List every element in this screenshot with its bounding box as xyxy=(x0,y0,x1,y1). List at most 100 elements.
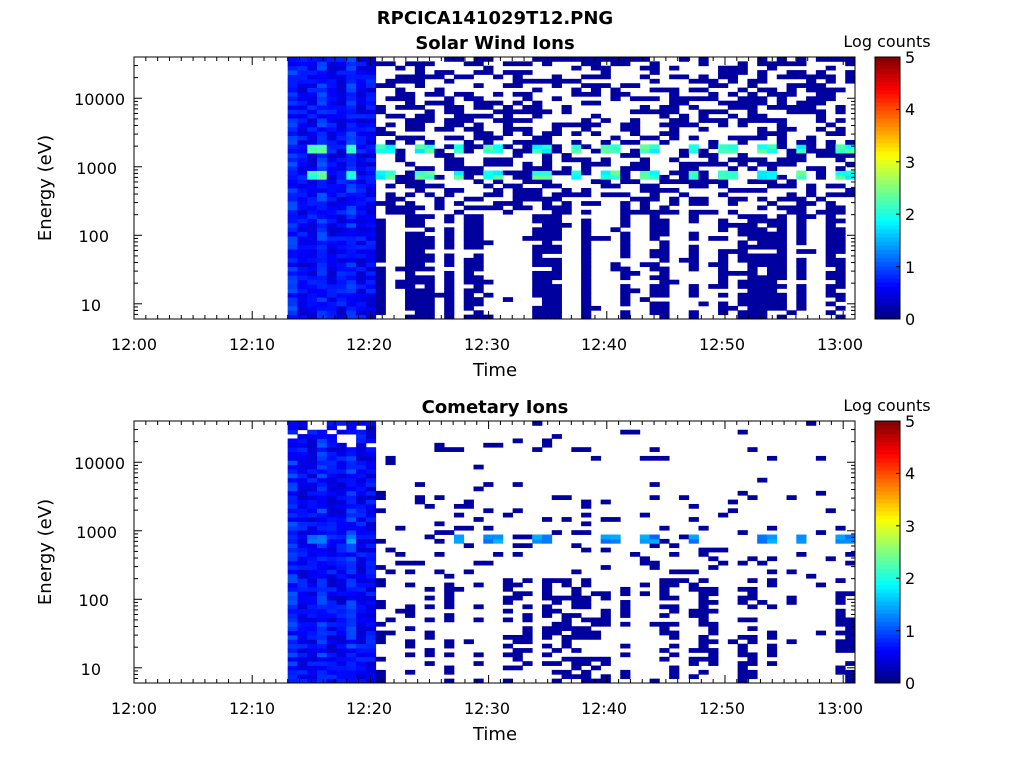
heatmap-cell xyxy=(336,656,347,662)
heatmap-cell xyxy=(551,218,562,224)
heatmap-cell xyxy=(532,447,543,452)
heatmap-cell xyxy=(639,144,650,150)
heatmap-cell xyxy=(649,495,660,500)
heatmap-cell xyxy=(786,310,797,316)
heatmap-cell xyxy=(297,451,308,457)
heatmap-cell xyxy=(297,218,308,224)
heatmap-cell xyxy=(610,266,621,272)
heatmap-cell xyxy=(287,240,298,246)
heatmap-cell xyxy=(688,310,699,316)
heatmap-cell xyxy=(375,240,386,246)
heatmap-cell xyxy=(845,144,856,150)
heatmap-cell xyxy=(365,214,377,219)
heatmap-cell xyxy=(845,538,856,544)
heatmap-cell xyxy=(307,503,318,509)
heatmap-cell xyxy=(326,148,337,154)
heatmap-cell xyxy=(747,100,758,106)
heatmap-cell xyxy=(590,179,602,185)
heatmap-cell xyxy=(444,600,455,605)
colorbar-segment xyxy=(875,478,900,483)
heatmap-cell xyxy=(483,170,494,176)
heatmap-cell xyxy=(297,91,308,97)
heatmap-cell xyxy=(356,473,367,479)
heatmap-cell xyxy=(620,222,631,228)
heatmap-cell xyxy=(825,275,836,281)
heatmap-cell xyxy=(326,74,337,80)
heatmap-cell xyxy=(424,617,435,623)
heatmap-cell xyxy=(610,183,621,189)
heatmap-cell xyxy=(336,565,347,570)
heatmap-cell xyxy=(659,626,670,631)
heatmap-cell xyxy=(718,148,729,154)
heatmap-cell xyxy=(365,425,377,431)
heatmap-cell xyxy=(336,634,347,640)
heatmap-cell xyxy=(473,617,484,623)
heatmap-cell xyxy=(346,284,357,289)
heatmap-cell xyxy=(747,578,758,583)
heatmap-cell xyxy=(287,222,298,228)
heatmap-cell xyxy=(541,148,553,154)
heatmap-cell xyxy=(365,477,377,483)
heatmap-cell xyxy=(639,188,650,193)
heatmap-cell xyxy=(561,153,572,158)
heatmap-cell xyxy=(336,266,347,272)
heatmap-cell xyxy=(796,205,807,211)
heatmap-cell xyxy=(561,201,572,206)
heatmap-cell xyxy=(532,310,543,316)
heatmap-cell xyxy=(326,604,337,610)
heatmap-cell xyxy=(317,83,328,88)
heatmap-cell xyxy=(405,183,416,189)
heatmap-cell xyxy=(346,547,357,553)
heatmap-cell xyxy=(659,244,670,250)
heatmap-cell xyxy=(297,153,308,158)
heatmap-cell xyxy=(806,100,817,106)
heatmap-cell xyxy=(581,582,592,588)
colorbar-segment xyxy=(875,580,900,586)
colorbar-segment xyxy=(875,425,900,430)
heatmap-cell xyxy=(346,65,357,71)
colorbar-tick-label: 4 xyxy=(905,100,915,119)
colorbar-segment xyxy=(875,188,900,193)
heatmap-cell xyxy=(356,244,367,250)
x-tick-label: 13:00 xyxy=(817,699,863,718)
heatmap-cell xyxy=(590,122,602,128)
heatmap-cell xyxy=(326,608,337,614)
heatmap-cell xyxy=(307,170,318,176)
heatmap-cell xyxy=(835,525,846,531)
heatmap-cell xyxy=(307,183,318,189)
heatmap-cell xyxy=(287,310,298,316)
heatmap-cell xyxy=(541,161,553,167)
colorbar-segment xyxy=(875,130,900,136)
heatmap-cell xyxy=(610,135,621,141)
heatmap-cell xyxy=(708,600,719,605)
heatmap-cell xyxy=(414,560,425,566)
heatmap-cell xyxy=(649,253,660,259)
heatmap-cell xyxy=(659,630,670,636)
heatmap-cell xyxy=(287,508,298,514)
heatmap-cell xyxy=(776,183,787,189)
heatmap-cell xyxy=(835,236,846,241)
heatmap-cell xyxy=(718,249,729,254)
heatmap-cell xyxy=(365,91,377,97)
heatmap-cell xyxy=(473,126,484,132)
heatmap-cell xyxy=(786,70,797,75)
heatmap-cell xyxy=(512,126,523,132)
heatmap-cell xyxy=(796,148,807,154)
heatmap-cell xyxy=(659,578,670,583)
heatmap-cell xyxy=(287,460,298,466)
heatmap-cell xyxy=(551,144,562,150)
heatmap-cell xyxy=(453,105,465,110)
heatmap-cell xyxy=(307,477,318,483)
heatmap-cell xyxy=(512,543,523,549)
heatmap-cell xyxy=(346,236,357,241)
y-tick-label: 10000 xyxy=(74,90,125,109)
heatmap-cell xyxy=(375,490,386,496)
heatmap-cell xyxy=(463,61,474,67)
heatmap-cell xyxy=(326,569,337,575)
heatmap-cell xyxy=(747,270,758,276)
heatmap-cell xyxy=(385,139,396,145)
heatmap-cell xyxy=(581,512,592,518)
heatmap-cell xyxy=(757,253,768,259)
heatmap-cell xyxy=(473,560,484,566)
heatmap-cell xyxy=(326,297,337,302)
